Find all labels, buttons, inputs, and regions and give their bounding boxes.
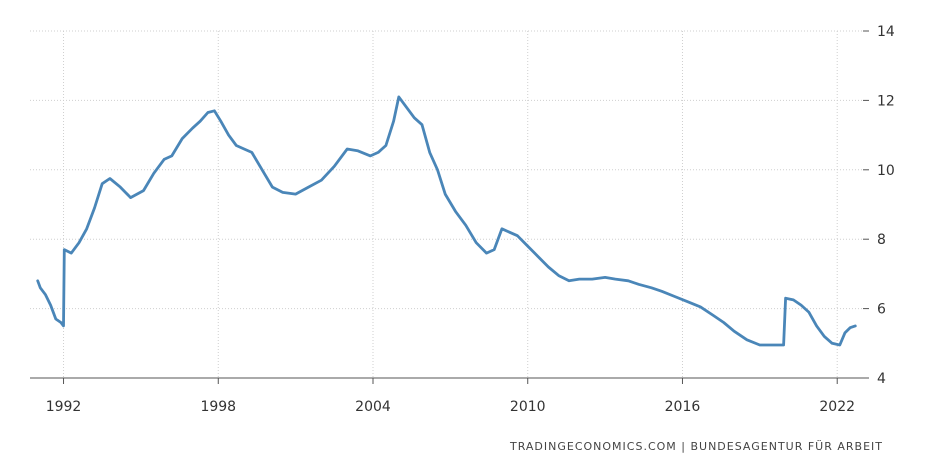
y-tick-label: 10 [877,163,895,179]
x-axis [30,30,869,384]
y-tick-label: 14 [877,24,895,40]
y-tick-label: 4 [877,371,886,387]
series-layer [36,95,857,347]
x-tick-label: 1998 [200,399,236,415]
y-tick-label: 8 [877,232,886,248]
y-tick-labels: 4 6 8 10 12 14 [877,24,895,387]
x-tick-label: 2004 [355,399,391,415]
x-tick-label: 2010 [510,399,546,415]
x-tick-label: 1992 [46,399,82,415]
y-tick-label: 6 [877,302,886,318]
series-line [36,95,857,347]
grid-lines [30,30,863,378]
x-tick-label: 2022 [819,399,855,415]
x-tick-label: 2016 [665,399,701,415]
y-tick-label: 12 [877,93,895,109]
source-credit[interactable]: TRADINGECONOMICS.COM | BUNDESAGENTUR FÜR… [509,440,883,453]
x-tick-labels: 1992 1998 2004 2010 2016 2022 [46,399,855,415]
